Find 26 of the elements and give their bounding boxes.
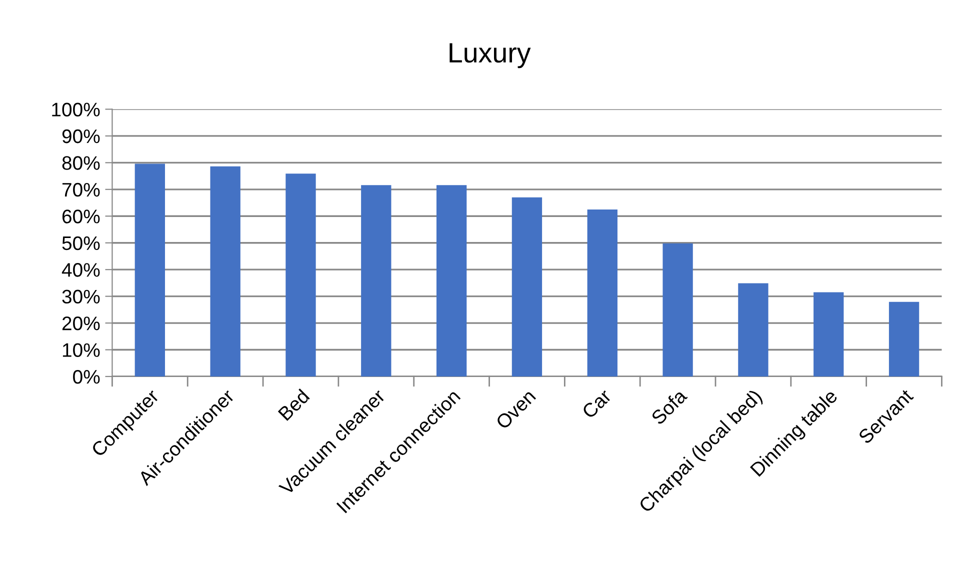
y-tick-label: 90% (62, 129, 100, 144)
y-tick-label: 70% (62, 182, 100, 197)
bar (587, 209, 618, 376)
bar (738, 283, 768, 376)
y-tick-label: 30% (62, 290, 100, 304)
bar (361, 185, 392, 376)
bar (662, 243, 693, 376)
bar (814, 292, 844, 376)
bar (512, 197, 542, 376)
chart-title: Luxury (450, 43, 531, 68)
x-tick-label: Car (581, 388, 612, 420)
bar (134, 164, 165, 376)
x-tick-label: Bed (277, 388, 310, 422)
y-tick-label: 80% (62, 156, 100, 170)
y-tick-label: 100% (52, 102, 100, 116)
y-tick-label: 10% (62, 343, 100, 357)
y-tick-label: 0% (73, 370, 100, 384)
bar (286, 174, 316, 376)
bar (436, 185, 467, 376)
x-tick-label: Sofa (650, 388, 688, 426)
bar (888, 302, 920, 376)
y-tick-label: 20% (62, 316, 100, 330)
bar (210, 166, 240, 376)
y-tick-label: 50% (62, 236, 100, 250)
y-tick-label: 40% (62, 263, 100, 277)
y-tick-label: 60% (62, 210, 100, 224)
